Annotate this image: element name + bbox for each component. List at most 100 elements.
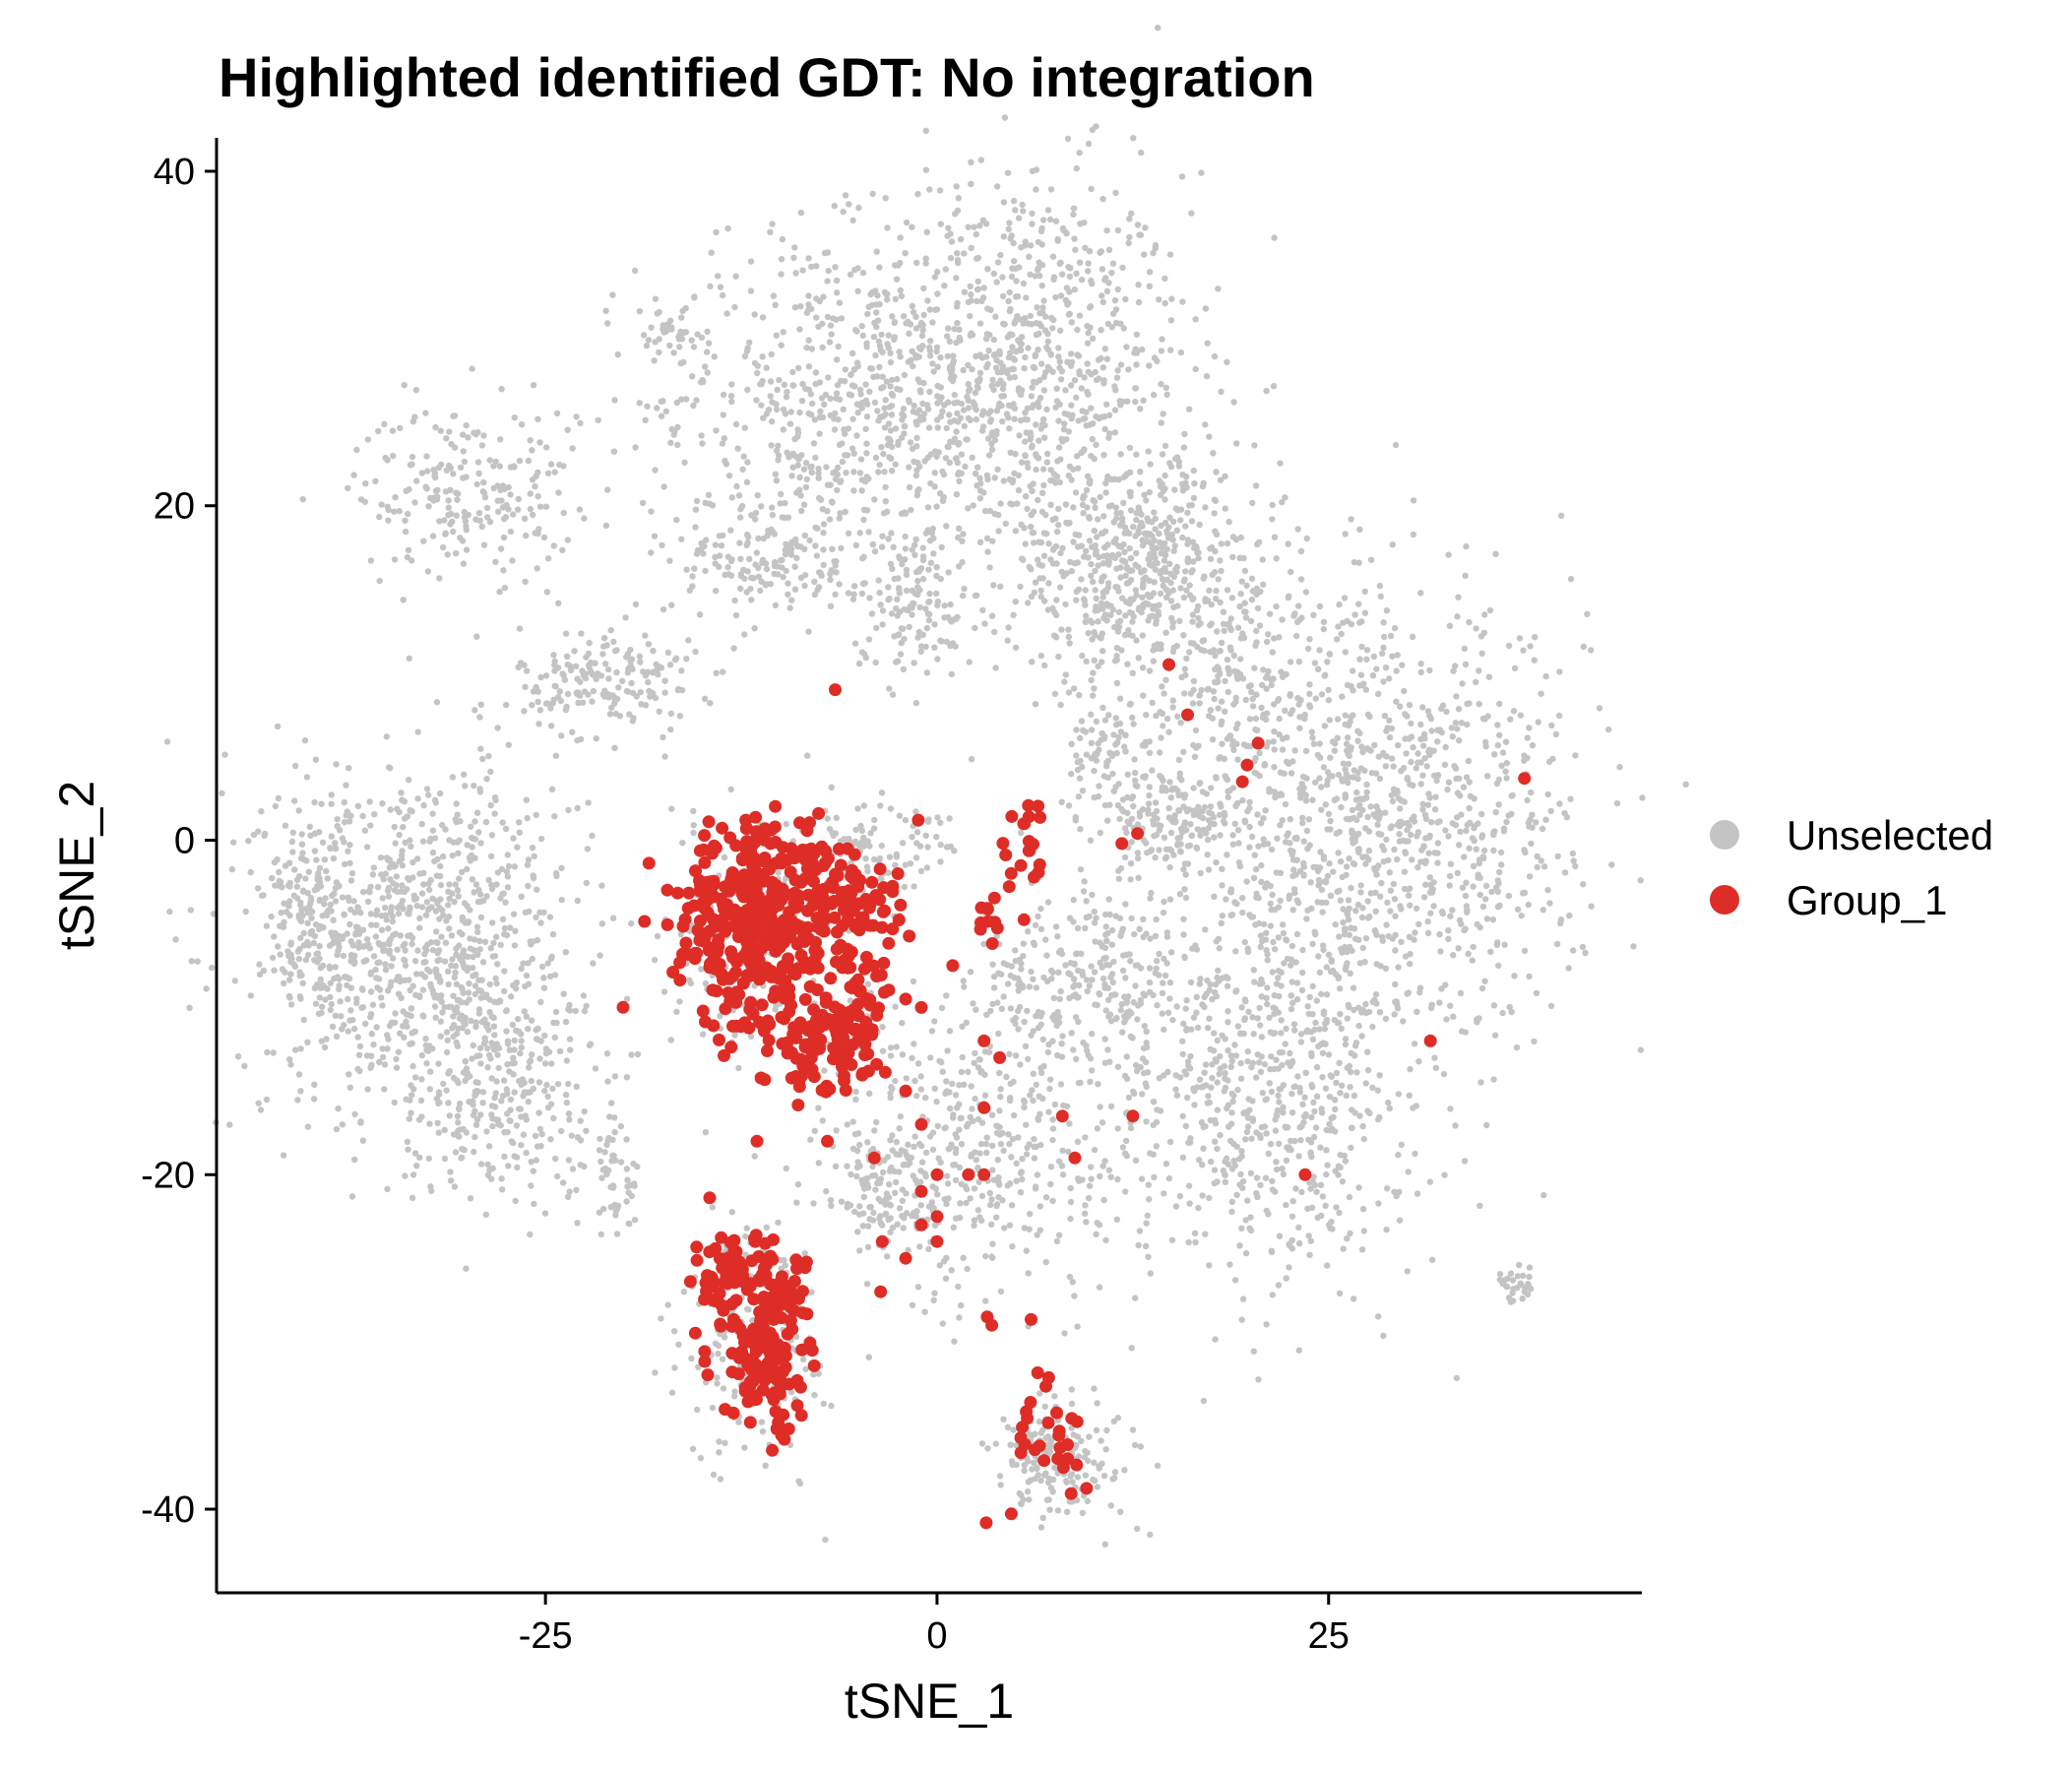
data-point <box>740 566 747 574</box>
data-point <box>885 332 892 339</box>
data-point <box>343 782 349 789</box>
data-point <box>470 973 476 979</box>
data-point <box>884 508 891 515</box>
data-point <box>1273 602 1280 610</box>
data-point <box>450 471 457 477</box>
data-point <box>1118 515 1126 522</box>
data-point <box>1427 910 1434 916</box>
data-point <box>703 537 710 543</box>
data-point <box>1261 762 1269 769</box>
data-point <box>1338 630 1345 638</box>
data-point <box>1177 348 1185 356</box>
data-point <box>1127 555 1134 562</box>
data-point <box>960 366 967 374</box>
data-point <box>1453 693 1460 700</box>
data-point <box>1491 751 1498 758</box>
data-point <box>1091 629 1098 636</box>
data-point <box>922 260 929 267</box>
data-point <box>832 591 839 598</box>
data-point <box>746 339 753 347</box>
data-point <box>815 470 822 476</box>
data-point <box>667 710 674 718</box>
data-point <box>1436 931 1443 938</box>
data-point <box>1254 540 1261 548</box>
data-point <box>1079 763 1086 771</box>
data-point <box>378 994 385 1001</box>
data-point <box>1157 570 1164 577</box>
data-point <box>1219 913 1226 919</box>
data-point <box>414 795 421 802</box>
data-point <box>1066 273 1074 281</box>
data-point <box>1356 960 1364 967</box>
data-point <box>1128 815 1136 822</box>
data-point <box>1252 715 1260 723</box>
data-point <box>910 458 917 466</box>
data-point <box>850 583 858 590</box>
data-point <box>973 230 979 238</box>
data-point <box>1133 361 1140 368</box>
data-point <box>856 386 864 394</box>
data-point <box>1350 1006 1357 1014</box>
data-point <box>1099 266 1106 273</box>
data-point <box>794 426 801 433</box>
data-point <box>1392 441 1400 449</box>
data-point <box>1152 799 1160 806</box>
data-point <box>615 684 622 691</box>
data-point <box>626 711 633 718</box>
data-point <box>1089 619 1096 626</box>
data-point <box>1057 376 1065 383</box>
data-point <box>926 306 933 313</box>
data-point <box>379 895 386 902</box>
data-point <box>775 457 782 464</box>
data-point <box>690 344 698 350</box>
data-point <box>713 228 720 236</box>
data-point <box>497 941 504 949</box>
data-point <box>683 656 690 663</box>
data-point <box>1215 705 1222 712</box>
data-point <box>1580 643 1588 651</box>
plot-points <box>163 25 1689 1548</box>
data-point <box>1217 647 1224 655</box>
data-point <box>1106 430 1113 437</box>
data-point <box>892 461 899 468</box>
data-point <box>959 559 966 566</box>
data-point <box>773 477 781 484</box>
data-point <box>1381 633 1388 641</box>
data-point <box>1152 526 1159 533</box>
data-point <box>1637 1046 1645 1053</box>
data-point <box>890 543 897 550</box>
data-point <box>333 761 340 768</box>
data-point <box>462 1057 469 1065</box>
data-point <box>419 838 427 845</box>
data-point <box>1205 836 1212 844</box>
data-point <box>543 589 551 596</box>
data-point <box>1499 749 1507 756</box>
data-point <box>1076 370 1083 378</box>
data-point <box>986 507 993 515</box>
data-point <box>1158 774 1165 781</box>
data-point <box>1391 896 1399 903</box>
data-point <box>1069 411 1076 418</box>
data-point <box>369 871 377 878</box>
data-point <box>275 794 283 802</box>
data-point <box>934 363 941 370</box>
data-point <box>304 1039 311 1046</box>
data-point <box>1213 678 1221 686</box>
data-point <box>1103 287 1111 295</box>
data-point <box>897 234 904 241</box>
data-point <box>1388 791 1396 798</box>
data-point <box>1157 709 1163 716</box>
data-point <box>1258 878 1265 886</box>
data-point <box>1032 921 1039 929</box>
data-point <box>798 507 805 515</box>
data-point <box>463 527 470 534</box>
series-unselected <box>163 25 1689 1548</box>
data-point <box>534 493 541 500</box>
data-point <box>751 359 759 367</box>
data-point <box>426 838 433 845</box>
data-point <box>1181 665 1189 672</box>
data-point <box>1126 488 1133 496</box>
data-point <box>580 671 587 679</box>
data-point <box>954 320 961 327</box>
data-point <box>1072 813 1080 821</box>
